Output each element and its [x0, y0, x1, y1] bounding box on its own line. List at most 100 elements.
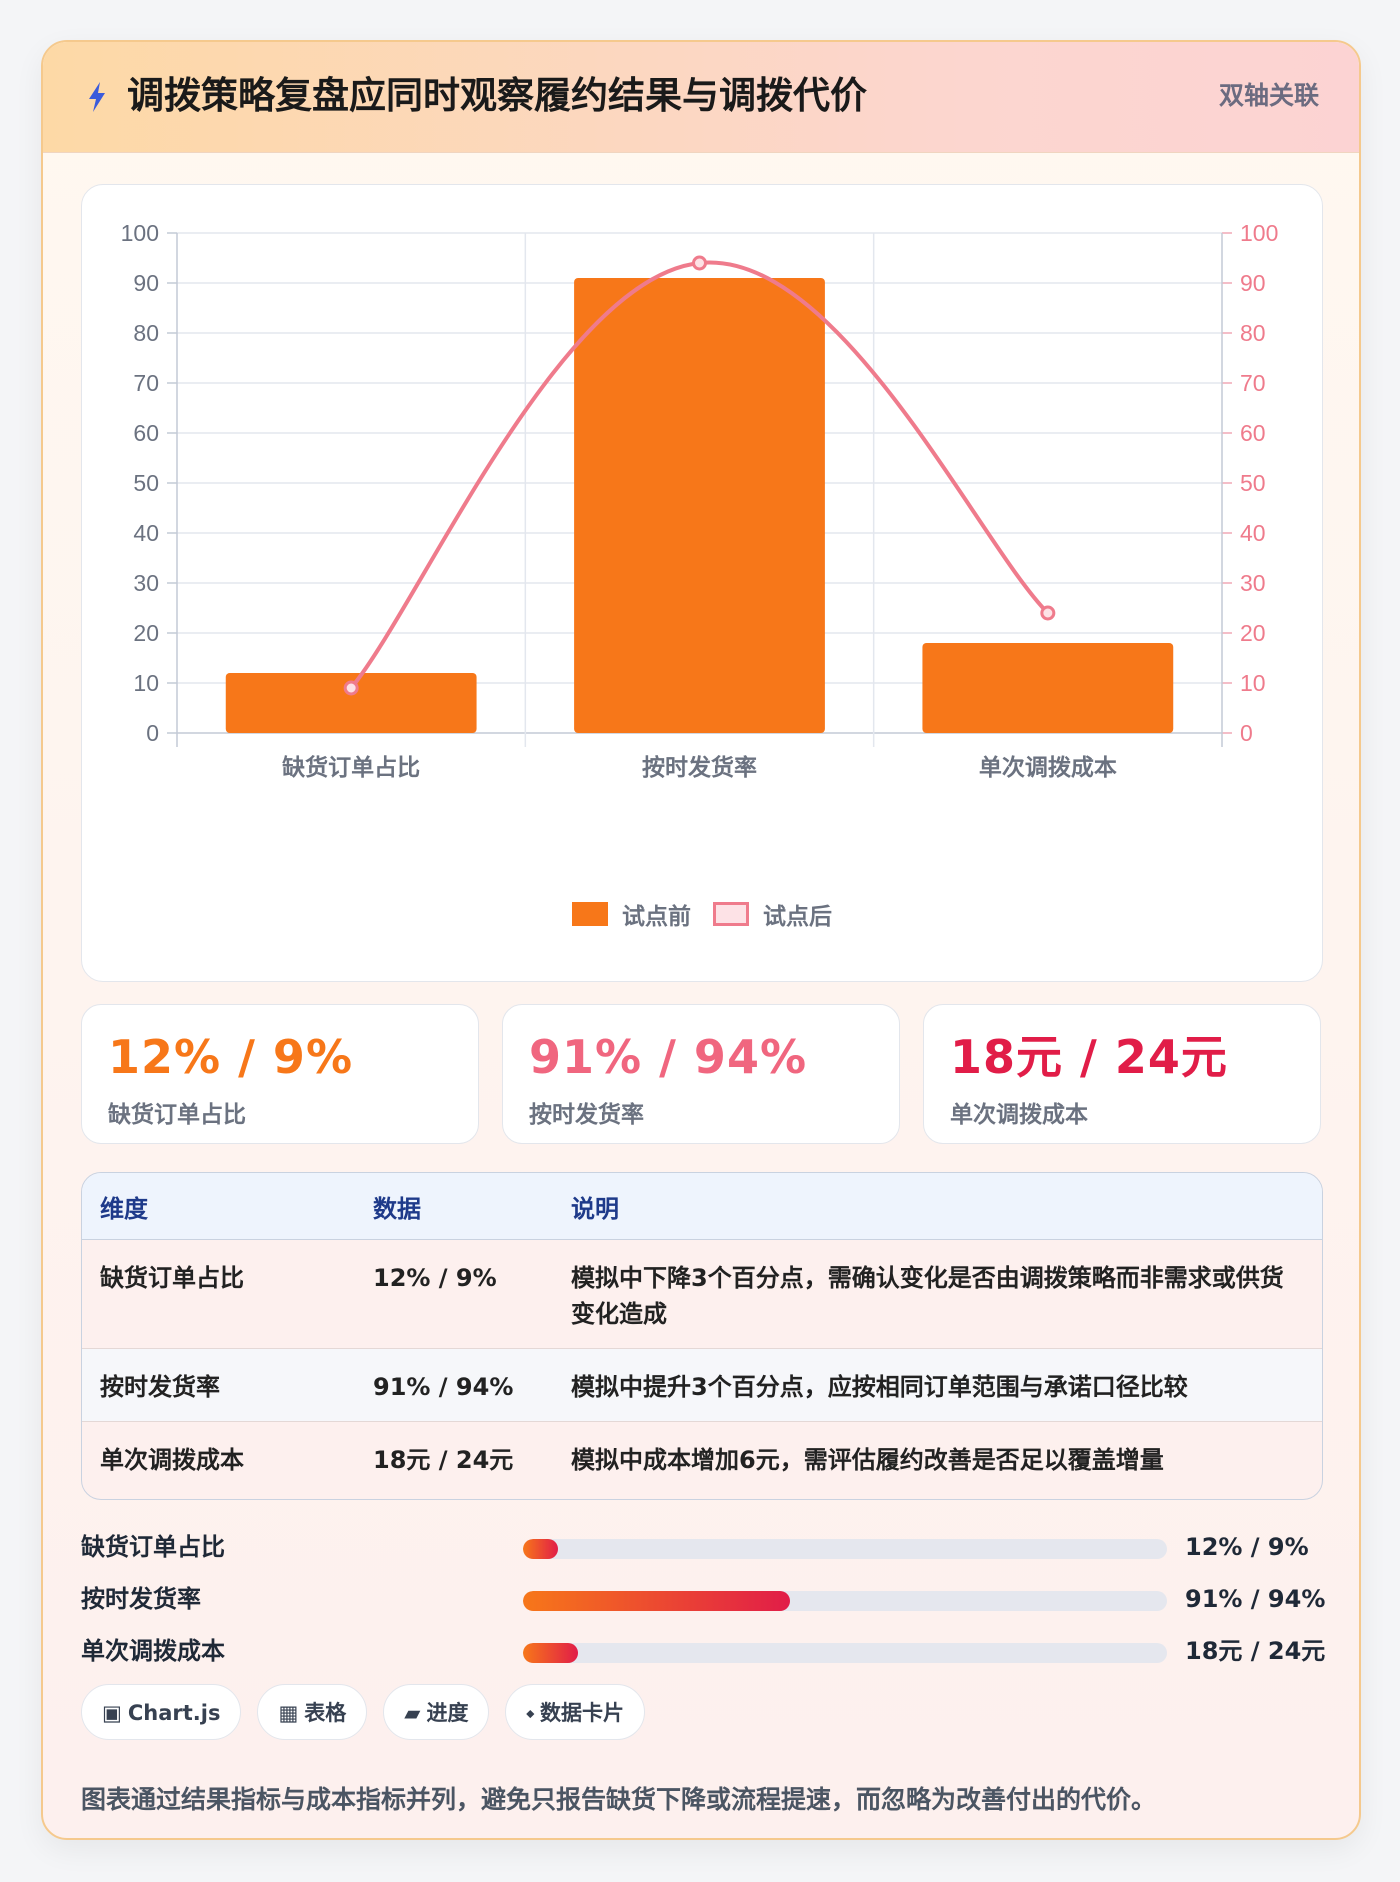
- table-cell-data: 18元 / 24元: [373, 1446, 514, 1474]
- y-tick-label: 80: [133, 320, 159, 346]
- bar: [922, 643, 1174, 733]
- table-icon: ▦: [278, 1701, 299, 1725]
- kpi-value: 18元 / 24元: [950, 1030, 1228, 1084]
- table-cell-data: 12% / 9%: [355, 1239, 553, 1349]
- table-cell-data: 91% / 94%: [355, 1348, 553, 1422]
- y2-tick-label: 100: [1240, 220, 1278, 246]
- table-header-note: 说明: [553, 1173, 1322, 1240]
- kpi-label: 按时发货率: [529, 1102, 644, 1128]
- y-tick-label: 0: [146, 720, 159, 746]
- progress-bars: 缺货订单占比 12% / 9% 按时发货率 91% / 94% 单次调拨成本 1…: [81, 1522, 1325, 1682]
- chip-label: 进度: [426, 1701, 469, 1725]
- progress-value: 18元 / 24元: [1185, 1637, 1326, 1665]
- footnote: 图表通过结果指标与成本指标并列，避免只报告缺货下降或流程提速，而忽略为改善付出的…: [81, 1785, 1157, 1814]
- progress-track: [523, 1539, 1167, 1559]
- progress-label: 单次调拨成本: [81, 1637, 225, 1665]
- legend-label-before: 试点前: [622, 904, 691, 930]
- kpi-value: 12% / 9%: [108, 1030, 354, 1084]
- table-row: 按时发货率 91% / 94% 模拟中提升3个百分点，应按相同订单范围与承诺口径…: [82, 1348, 1322, 1422]
- card-icon: ⬩: [526, 1701, 535, 1725]
- progress-value: 91% / 94%: [1185, 1585, 1326, 1613]
- legend-item-after[interactable]: 试点后: [713, 897, 832, 931]
- table-row: 单次调拨成本 18元 / 24元 模拟中成本增加6元，需评估履约改善是否足以覆盖…: [82, 1422, 1322, 1495]
- chip-data-card[interactable]: ⬩ 数据卡片: [505, 1684, 646, 1740]
- kpi-label: 缺货订单占比: [108, 1102, 246, 1128]
- kpi-label: 单次调拨成本: [950, 1102, 1088, 1128]
- y2-tick-label: 90: [1240, 270, 1266, 296]
- y-tick-label: 60: [133, 420, 159, 446]
- kpi-card-ontime: 91% / 94% 按时发货率: [502, 1004, 900, 1144]
- chip-table[interactable]: ▦ 表格: [257, 1684, 368, 1740]
- progress-row-ontime: 按时发货率 91% / 94%: [81, 1574, 1325, 1624]
- legend-swatch-after: [713, 902, 749, 926]
- progress-track: [523, 1643, 1167, 1663]
- card-header: 调拨策略复盘应同时观察履约结果与调拨代价 双轴关联: [43, 42, 1359, 153]
- y2-tick-label: 70: [1240, 370, 1266, 396]
- tech-chips: ▣ Chart.js ▦ 表格 ▰ 进度 ⬩ 数据卡片: [81, 1684, 646, 1742]
- table-header-dimension: 维度: [82, 1173, 355, 1240]
- y2-tick-label: 30: [1240, 570, 1266, 596]
- progress-label: 缺货订单占比: [81, 1533, 225, 1561]
- legend-swatch-before: [572, 902, 608, 926]
- table-cell-note: 模拟中成本增加6元，需评估履约改善是否足以覆盖增量: [571, 1446, 1164, 1474]
- kpi-card-cost: 18元 / 24元 单次调拨成本: [923, 1004, 1321, 1144]
- chart-panel: 0 10 20 30 40 50 60 70 80 90 100 0 10 20 30 40 50 60 70 80 9…: [81, 184, 1323, 982]
- combo-chart: 0 10 20 30 40 50 60 70 80 90 100 0 10 20 30 40 50 60 70 80 9…: [121, 220, 1279, 780]
- chip-label: 表格: [304, 1701, 347, 1725]
- table-header-data: 数据: [355, 1173, 553, 1240]
- progress-label: 按时发货率: [81, 1585, 201, 1613]
- lightning-icon: [89, 82, 105, 112]
- kpi-cards: 12% / 9% 缺货订单占比 91% / 94% 按时发货率 18元 / 24…: [81, 1004, 1321, 1144]
- data-table: 维度 数据 说明 缺货订单占比 12% / 9% 模拟中下降3个百分点，需确认变…: [81, 1172, 1323, 1500]
- y-tick-label: 50: [133, 470, 159, 496]
- legend-label-after: 试点后: [763, 904, 832, 930]
- bar: [574, 278, 825, 733]
- table-cell-dimension: 缺货订单占比: [82, 1239, 355, 1349]
- y2-tick-label: 60: [1240, 420, 1266, 446]
- line-point: [1040, 605, 1056, 621]
- progress-fill: [523, 1643, 578, 1663]
- chip-chartjs[interactable]: ▣ Chart.js: [81, 1684, 242, 1740]
- y-tick-label: 10: [133, 670, 159, 696]
- chip-progress[interactable]: ▰ 进度: [383, 1684, 490, 1740]
- x-tick-label: 按时发货率: [642, 754, 757, 780]
- progress-track: [523, 1591, 1167, 1611]
- kpi-value: 91% / 94%: [529, 1030, 808, 1084]
- table-cell-dimension: 按时发货率: [82, 1348, 355, 1422]
- y-tick-label: 70: [133, 370, 159, 396]
- progress-fill: [523, 1591, 791, 1611]
- chip-label: Chart.js: [127, 1701, 221, 1725]
- y2-tick-label: 20: [1240, 620, 1266, 646]
- page-title: 调拨策略复盘应同时观察履约结果与调拨代价: [127, 74, 867, 117]
- x-tick-label: 缺货订单占比: [282, 754, 420, 780]
- y-tick-label: 20: [133, 620, 159, 646]
- progress-row-cost: 单次调拨成本 18元 / 24元: [81, 1626, 1325, 1676]
- progress-value: 12% / 9%: [1185, 1533, 1309, 1561]
- y-tick-label: 100: [121, 220, 159, 246]
- y-tick-label: 30: [133, 570, 159, 596]
- y-tick-label: 90: [133, 270, 159, 296]
- progress-row-stockout: 缺货订单占比 12% / 9%: [81, 1522, 1321, 1572]
- y2-tick-label: 80: [1240, 320, 1266, 346]
- y2-tick-label: 40: [1240, 520, 1266, 546]
- x-tick-label: 单次调拨成本: [979, 754, 1117, 780]
- kpi-card-stockout: 12% / 9% 缺货订单占比: [81, 1004, 479, 1144]
- chart-icon: ▣: [102, 1701, 122, 1725]
- y-tick-label: 40: [133, 520, 159, 546]
- table-header-row: 维度 数据 说明: [82, 1173, 1322, 1240]
- line-point: [343, 680, 359, 696]
- dual-axis-badge: 双轴关联: [1218, 81, 1319, 110]
- y2-tick-label: 50: [1240, 470, 1266, 496]
- progress-icon: ▰: [404, 1701, 421, 1725]
- table-cell-dimension: 单次调拨成本: [100, 1446, 244, 1474]
- bar: [225, 673, 477, 733]
- report-card: 调拨策略复盘应同时观察履约结果与调拨代价 双轴关联 0 10 20 30 40 50 60 7…: [41, 40, 1361, 1840]
- table-row: 缺货订单占比 12% / 9% 模拟中下降3个百分点，需确认变化是否由调拨策略而…: [82, 1239, 1322, 1349]
- chip-label: 数据卡片: [540, 1701, 625, 1725]
- chart-legend: 试点前 试点后: [82, 897, 1322, 931]
- progress-fill: [523, 1539, 559, 1559]
- line-point: [692, 255, 707, 271]
- y2-tick-label: 0: [1240, 720, 1253, 746]
- table-cell-note: 模拟中提升3个百分点，应按相同订单范围与承诺口径比较: [553, 1348, 1322, 1422]
- legend-item-before[interactable]: 试点前: [572, 897, 691, 931]
